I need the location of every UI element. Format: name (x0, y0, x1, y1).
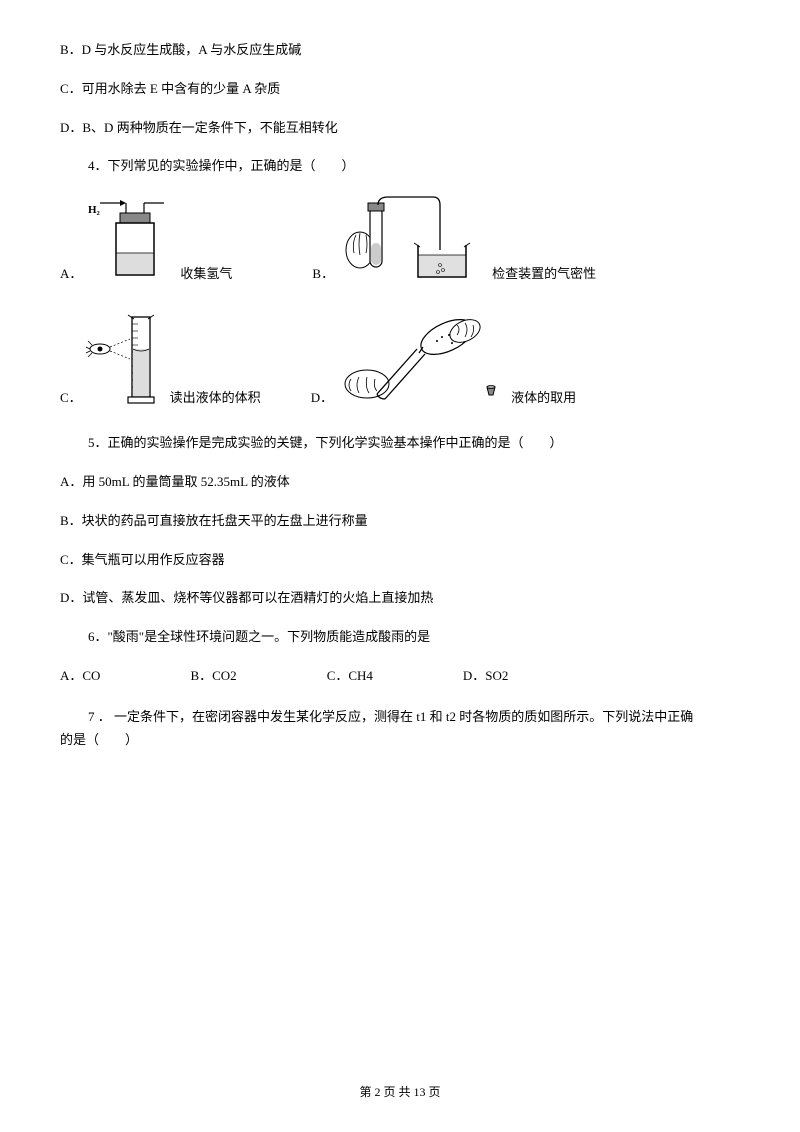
page-footer: 第 2 页 共 13 页 (0, 1083, 800, 1102)
q4-options-row-2: C． (60, 309, 740, 409)
q5-option-a: A．用 50mL 的量筒量取 52.35mL 的液体 (60, 472, 740, 493)
q4-option-d: D． (311, 309, 576, 409)
q4-b-label: 检查装置的气密性 (492, 264, 596, 285)
q4-d-diagram (337, 309, 507, 409)
q7-stem: 7 ． 一定条件下，在密闭容器中发生某化学反应，测得在 t1 和 t2 时各物质… (60, 707, 740, 728)
q4-options-row-1: A． H₂ 收集氢气 B． (60, 195, 740, 285)
q4-a-diagram: H₂ (86, 195, 176, 285)
q3-option-b: B．D 与水反应生成酸，A 与水反应生成碱 (60, 40, 740, 61)
q4-c-diagram (86, 309, 166, 409)
q6-option-d: D．SO2 (463, 666, 509, 687)
q6-option-b: B．CO2 (190, 666, 236, 687)
q4-c-prefix: C． (60, 388, 82, 409)
q3-option-d: D．B、D 两种物质在一定条件下，不能互相转化 (60, 118, 740, 139)
q4-option-a: A． H₂ 收集氢气 (60, 195, 232, 285)
q4-a-label: 收集氢气 (180, 264, 232, 285)
q5-option-b: B．块状的药品可直接放在托盘天平的左盘上进行称量 (60, 511, 740, 532)
q5-option-d: D．试管、蒸发皿、烧杯等仪器都可以在酒精灯的火焰上直接加热 (60, 588, 740, 609)
q6-option-a: A．CO (60, 666, 100, 687)
q4-b-prefix: B． (312, 264, 334, 285)
q4-a-prefix: A． (60, 264, 82, 285)
q3-option-c: C．可用水除去 E 中含有的少量 A 杂质 (60, 79, 740, 100)
q6-stem: 6．"酸雨"是全球性环境问题之一。下列物质能造成酸雨的是 (60, 627, 740, 648)
q4-d-label: 液体的取用 (511, 388, 576, 409)
q5-option-c: C．集气瓶可以用作反应容器 (60, 550, 740, 571)
q4-option-b: B． (312, 195, 596, 285)
q4-option-c: C． (60, 309, 261, 409)
q7-stem-2: 的是（ ） (60, 730, 740, 751)
q4-b-diagram (338, 195, 488, 285)
q4-c-label: 读出液体的体积 (170, 388, 261, 409)
q5-stem: 5．正确的实验操作是完成实验的关键，下列化学实验基本操作中正确的是（ ） (60, 433, 740, 454)
q6-options: A．CO B．CO2 C．CH4 D．SO2 (60, 666, 740, 687)
q4-stem: 4．下列常见的实验操作中，正确的是（ ） (60, 156, 740, 177)
q4-d-prefix: D． (311, 388, 333, 409)
h2-label: H₂ (88, 204, 101, 216)
q6-option-c: C．CH4 (327, 666, 373, 687)
